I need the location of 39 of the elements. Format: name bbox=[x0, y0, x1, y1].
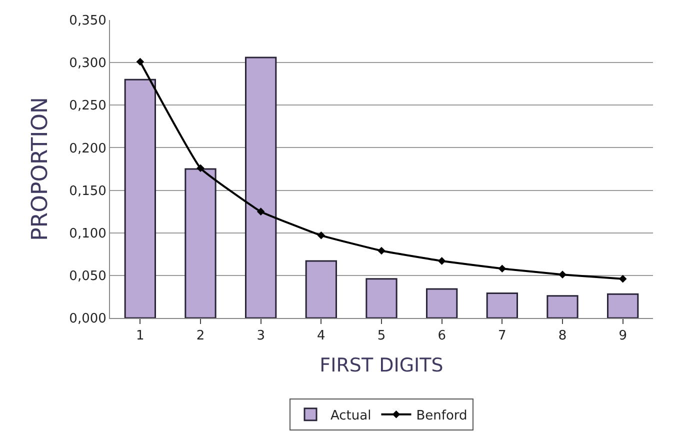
x-tick-label: 7 bbox=[498, 328, 506, 344]
x-tick-label: 3 bbox=[256, 328, 265, 344]
x-tick-label: 4 bbox=[317, 328, 326, 344]
point bbox=[256, 208, 265, 216]
x-tick-label: 1 bbox=[136, 328, 144, 344]
point bbox=[618, 274, 627, 283]
y-tick-label: 0,150 bbox=[69, 184, 106, 199]
bar bbox=[184, 168, 216, 318]
bar bbox=[607, 293, 639, 318]
y-tick-label: 0,200 bbox=[69, 141, 106, 156]
x-tick-label: 9 bbox=[618, 328, 627, 344]
point bbox=[136, 58, 144, 66]
bar bbox=[426, 288, 458, 318]
y-tick-label: 0,050 bbox=[69, 268, 106, 284]
x-tick-label: 2 bbox=[196, 328, 205, 344]
bar bbox=[546, 295, 578, 318]
y-tick-label: 0,350 bbox=[69, 14, 106, 29]
y-tick-label: 0,100 bbox=[69, 226, 106, 242]
point bbox=[558, 270, 566, 278]
x-tick-label: 5 bbox=[377, 328, 386, 344]
bar bbox=[486, 292, 518, 318]
y-tick-label: 0,250 bbox=[69, 98, 106, 114]
point bbox=[196, 164, 204, 172]
x-axis-title: FIRST DIGITS bbox=[320, 354, 444, 376]
y-axis-title: PROPORTION bbox=[28, 97, 53, 241]
point bbox=[317, 232, 326, 240]
y-tick-label: 0,000 bbox=[69, 312, 106, 327]
point bbox=[498, 264, 506, 273]
legend-label: Benford bbox=[416, 408, 468, 424]
point bbox=[378, 246, 386, 255]
bar bbox=[366, 278, 398, 318]
x-tick-label: 6 bbox=[438, 328, 446, 344]
bar bbox=[245, 56, 277, 318]
legend-label: Actual bbox=[330, 408, 372, 424]
y-tick-label: 0,300 bbox=[69, 56, 106, 72]
bar bbox=[305, 260, 337, 318]
bar bbox=[124, 78, 156, 318]
point bbox=[438, 257, 446, 265]
x-tick-label: 8 bbox=[558, 328, 567, 344]
